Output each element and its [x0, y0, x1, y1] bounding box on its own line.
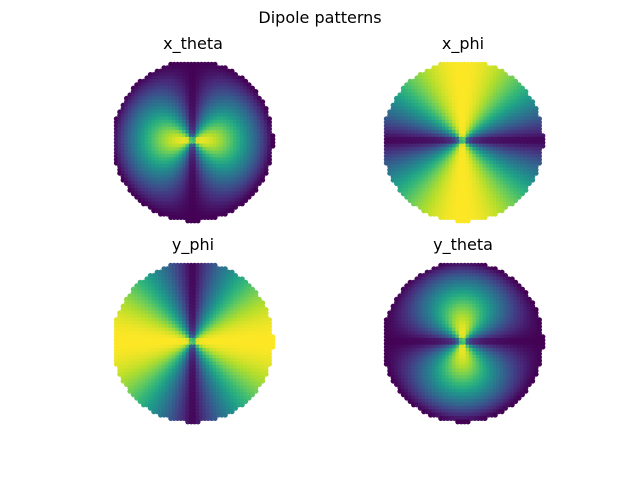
scatter-point — [465, 218, 471, 224]
scatter-point — [270, 344, 276, 350]
scatter-point — [249, 191, 255, 197]
scatter-point — [536, 160, 542, 166]
scatter-point — [256, 381, 262, 387]
scatter-point — [256, 180, 262, 186]
scatter-point — [263, 170, 269, 176]
panel-y-phi: y_phi — [108, 235, 278, 425]
scatter-point — [530, 177, 536, 183]
scatter-point — [222, 211, 228, 217]
scatter-point — [266, 361, 272, 367]
scatter-point — [253, 187, 259, 193]
scatter-point — [263, 371, 269, 377]
scatter-point — [516, 194, 522, 200]
scatter-point — [513, 197, 519, 203]
scatter-point — [509, 201, 515, 207]
scatter-point — [260, 378, 266, 384]
scatter-point — [492, 211, 498, 217]
panel-title: x_phi — [441, 34, 485, 53]
scatter-point — [266, 160, 272, 166]
scatter-point — [519, 191, 525, 197]
scatter-point — [499, 208, 505, 214]
scatter-point — [260, 177, 266, 183]
scatter-point — [270, 143, 276, 149]
scatter-point — [239, 201, 245, 207]
scatter-point — [502, 204, 508, 210]
scatter-point — [232, 204, 238, 210]
scatter-point — [246, 194, 252, 200]
y-phi-pattern-plot — [113, 262, 276, 425]
x-theta-pattern-plot — [113, 61, 276, 224]
panel-title: y_phi — [171, 235, 215, 254]
x-phi-pattern-plot — [383, 61, 546, 224]
panel-x-phi: x_phi — [378, 34, 548, 224]
scatter-point — [229, 208, 235, 214]
scatter-point — [526, 180, 532, 186]
scatter-point — [523, 187, 529, 193]
scatter-point — [195, 218, 201, 224]
scatter-point — [243, 197, 249, 203]
panel-x-theta: x_theta — [108, 34, 278, 224]
scatter-point — [533, 170, 539, 176]
scatter-point — [482, 214, 488, 220]
scatter-point — [540, 143, 546, 149]
figure-title: Dipole patterns — [258, 8, 382, 27]
scatter-point — [212, 214, 218, 220]
panel-title: x_theta — [163, 34, 223, 53]
